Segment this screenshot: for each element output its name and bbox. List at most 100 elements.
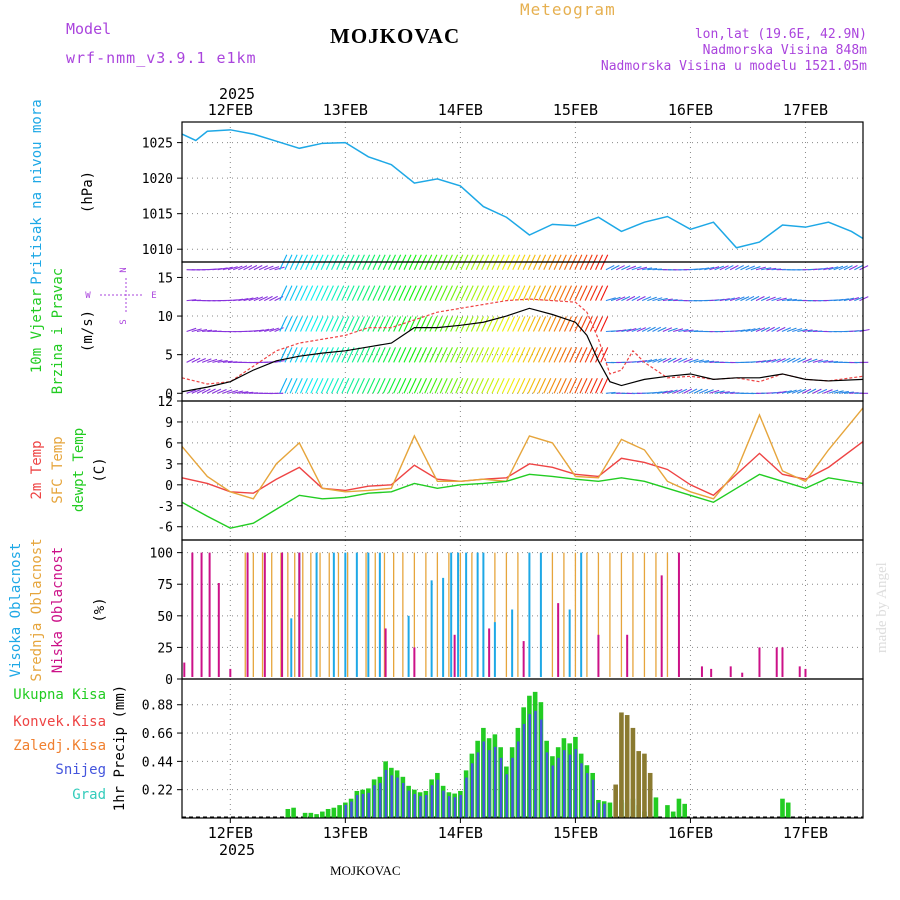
wind-arrow bbox=[501, 285, 510, 301]
wind-arrow bbox=[512, 378, 521, 394]
wind-arrow bbox=[429, 285, 438, 301]
wind-arrow bbox=[434, 347, 443, 363]
wind-arrow bbox=[833, 390, 844, 394]
wind-compass: N W E S bbox=[85, 267, 156, 324]
x-tick-label-bottom: 13FEB bbox=[323, 824, 368, 842]
wind-arrow bbox=[367, 378, 376, 394]
precip-snow-bar bbox=[528, 714, 532, 818]
year-top: 2025 bbox=[219, 85, 255, 103]
wind-arrow bbox=[771, 358, 782, 363]
wind-arrow bbox=[248, 264, 258, 271]
x-tick-label-top: 15FEB bbox=[553, 101, 598, 119]
wind-arrow bbox=[843, 391, 854, 394]
wind-arrow bbox=[647, 268, 658, 271]
precip-snow-bar bbox=[562, 750, 566, 818]
x-tick-label-top: 16FEB bbox=[668, 101, 713, 119]
wind-arrow bbox=[807, 388, 817, 394]
wind-arrow bbox=[294, 285, 303, 301]
wind-arrow bbox=[367, 347, 376, 363]
legend-snow: Snijeg bbox=[55, 762, 106, 778]
wind-arrow bbox=[253, 265, 263, 271]
wind-arrow bbox=[750, 295, 760, 302]
wind-arrow bbox=[678, 357, 688, 363]
wind-arrow bbox=[310, 316, 319, 332]
wind-arrow bbox=[647, 358, 658, 363]
wind-arrow bbox=[787, 298, 797, 302]
wind-arrow bbox=[776, 390, 787, 394]
wind-arrow bbox=[320, 316, 329, 332]
wind-arrow bbox=[527, 316, 536, 332]
wind-arrow bbox=[538, 378, 547, 394]
wind-arrow bbox=[538, 285, 547, 301]
wind-arrow bbox=[382, 285, 391, 301]
precip-total-bar bbox=[325, 808, 331, 818]
wind-arrow bbox=[507, 378, 516, 394]
wind-arrow bbox=[429, 347, 438, 363]
wind-arrow bbox=[460, 378, 469, 394]
wind-arrow bbox=[486, 347, 495, 363]
precip-snow-bar bbox=[390, 775, 393, 818]
wind-arrow bbox=[792, 328, 803, 333]
temp-2m-line bbox=[181, 440, 864, 497]
wind-arrow bbox=[434, 316, 443, 332]
wind-arrow bbox=[486, 285, 495, 301]
temp-ylabel-sfc: SFC Temp bbox=[50, 436, 66, 503]
wind-arrow bbox=[341, 378, 350, 394]
wind-arrow bbox=[823, 266, 834, 271]
wind-arrow bbox=[372, 285, 381, 301]
compass-west: W bbox=[85, 291, 91, 301]
wind-arrow bbox=[238, 265, 248, 271]
precip-freezing-bar bbox=[613, 784, 618, 818]
precip-snow-bar bbox=[373, 785, 376, 818]
compass-north: N bbox=[119, 267, 129, 272]
wind-arrow bbox=[284, 316, 293, 332]
wind-arrow bbox=[258, 296, 268, 302]
wind-arrow bbox=[475, 285, 484, 301]
precip-snow-bar bbox=[580, 763, 583, 818]
model-label: Model bbox=[66, 20, 111, 38]
wind-arrow bbox=[621, 328, 632, 333]
cloud-ylabel-mid: Srednja Oblacnost bbox=[29, 538, 45, 681]
model-name: wrf-nmm_v3.9.1 e1km bbox=[66, 49, 257, 67]
wind-arrow bbox=[196, 388, 206, 394]
wind-arrow bbox=[740, 328, 751, 333]
precip-snow-bar bbox=[551, 765, 555, 818]
wind-arrow bbox=[517, 316, 526, 332]
wind-arrow bbox=[217, 267, 228, 271]
wind-arrow bbox=[522, 316, 531, 332]
wind-arrow bbox=[693, 359, 704, 363]
wind-arrow bbox=[269, 327, 279, 333]
x-tick-label-top: 12FEB bbox=[208, 101, 253, 119]
precip-total-bar bbox=[331, 807, 337, 818]
wind-arrow bbox=[413, 347, 422, 363]
wind-arrow bbox=[346, 316, 355, 332]
wind-arrow bbox=[243, 391, 254, 394]
wind-arrow bbox=[465, 285, 474, 301]
wind-arrow bbox=[672, 357, 682, 363]
wind-arrow bbox=[838, 298, 849, 302]
wind-arrow bbox=[320, 378, 329, 394]
wind-arrow bbox=[243, 265, 253, 271]
wind-arrow bbox=[704, 360, 715, 363]
wind-arrow bbox=[584, 378, 593, 394]
panel-frame bbox=[181, 261, 864, 402]
wind-arrow bbox=[227, 266, 238, 271]
y-tick-label: 75 bbox=[157, 578, 173, 593]
y-tick-label: 0.22 bbox=[142, 784, 173, 799]
y-tick-label: 5 bbox=[165, 349, 173, 364]
wind-arrow bbox=[294, 378, 303, 394]
wind-arrow bbox=[398, 347, 407, 363]
wind-arrow bbox=[548, 347, 557, 363]
wind-arrow bbox=[735, 296, 745, 302]
wind-arrow bbox=[387, 347, 396, 363]
wind-arrow bbox=[362, 378, 371, 394]
precip-snow-bar bbox=[384, 769, 388, 818]
wind-arrow bbox=[589, 285, 598, 301]
x-tick-label-bottom: 12FEB bbox=[208, 824, 253, 842]
y-tick-label: 0.66 bbox=[142, 727, 173, 742]
wind-arrow bbox=[792, 389, 802, 394]
wind-arrow bbox=[755, 266, 767, 271]
wind-arrow bbox=[299, 285, 308, 301]
wind-arrow bbox=[486, 378, 495, 394]
wind-arrow bbox=[636, 359, 648, 363]
